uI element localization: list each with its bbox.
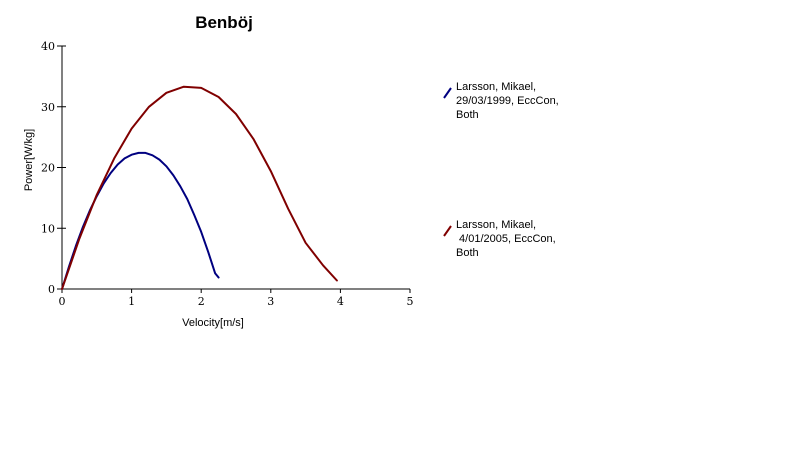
x-axis-label: Velocity[m/s] (182, 317, 244, 329)
ticks: 0 1 2 3 4 5 0 10 20 30 40 (41, 40, 414, 308)
legend-label: Larsson, Mikael, (456, 81, 536, 93)
y-tick-label: 0 (48, 283, 55, 296)
legend-label: Both (456, 109, 479, 121)
legend-entry-2: Larsson, Mikael, 4/01/2005, EccCon, Both (443, 219, 556, 259)
legend-label: Larsson, Mikael, (456, 219, 536, 231)
series-group (61, 85, 338, 290)
legend-label: Both (456, 247, 479, 259)
y-tick-label: 20 (41, 162, 55, 175)
x-tick-label: 5 (407, 295, 414, 308)
legend: Larsson, Mikael,29/03/1999, EccCon,BothL… (443, 81, 559, 259)
y-axis-label: Power[W/kg] (23, 129, 35, 191)
y-tick-label: 40 (41, 40, 55, 53)
x-tick-label: 1 (128, 295, 135, 308)
legend-swatch (443, 225, 452, 237)
legend-entry-1: Larsson, Mikael, 29/03/1999, EccCon, Both (443, 81, 559, 121)
chart-title: Benböj (195, 13, 253, 32)
y-tick-label: 10 (41, 222, 55, 235)
x-tick-label: 2 (198, 295, 205, 308)
legend-label: 4/01/2005, EccCon, (456, 233, 556, 245)
legend-swatch (443, 87, 452, 99)
x-tick-label: 0 (59, 295, 66, 308)
y-tick-label: 30 (41, 101, 55, 114)
x-tick-label: 4 (337, 295, 344, 308)
legend-label: 29/03/1999, EccCon, (456, 95, 559, 107)
series-line-2 (61, 85, 338, 290)
x-tick-label: 3 (267, 295, 274, 308)
